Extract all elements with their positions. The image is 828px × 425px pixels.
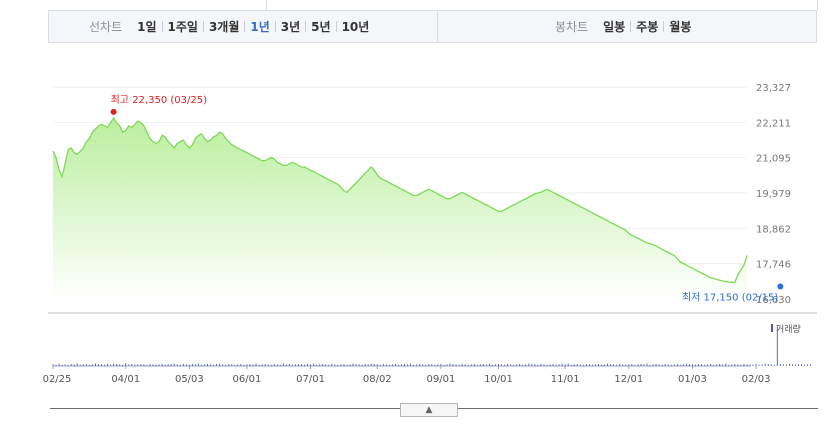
price-area: [53, 117, 747, 300]
chevron-up-icon: ▲: [425, 404, 433, 415]
x-tick-label: 08/02: [363, 374, 392, 385]
tab-separator: [335, 21, 337, 32]
frame-divider: [817, 0, 818, 10]
x-tick-label: 10/01: [484, 374, 513, 385]
max-marker: [110, 108, 117, 115]
x-tick-label: 12/01: [614, 374, 643, 385]
tab-separator: [202, 21, 204, 32]
collapse-chart-button[interactable]: ▲: [400, 403, 458, 417]
tab-line_tabs-3[interactable]: 1년: [250, 20, 270, 34]
period-tab-bar: 선차트 1일 1주일 3개월 1년 3년 5년 10년 봉차트 일봉 주봉 월봉: [48, 10, 817, 43]
tab-separator: [161, 21, 163, 32]
tab-line_tabs-1[interactable]: 1주일: [167, 20, 198, 34]
line-chart-label: 선차트: [89, 20, 123, 34]
x-tick-label: 02/25: [43, 374, 72, 385]
y-tick-label: 19,979: [756, 189, 791, 200]
line-chart-tabs: 선차트 1일 1주일 3개월 1년 3년 5년 10년: [89, 11, 374, 42]
x-tick-label: 05/03: [175, 374, 204, 385]
y-tick-label: 23,327: [756, 83, 791, 94]
min-label: 최저 17,150 (02/15): [682, 292, 778, 304]
candle-chart-tabs: 봉차트 일봉 주봉 월봉: [555, 11, 696, 42]
candle-chart-label: 봉차트: [555, 20, 589, 34]
y-tick-label: 21,095: [756, 154, 791, 165]
y-tick-label: 22,211: [756, 118, 791, 129]
tab-candle_tabs-0[interactable]: 일봉: [603, 20, 626, 34]
min-marker: [777, 283, 784, 290]
x-tick-label: 04/01: [111, 374, 140, 385]
tab-separator: [305, 21, 307, 32]
tab-group-divider: [437, 11, 438, 42]
x-tick-label: 01/03: [678, 374, 707, 385]
max-label: 최고 22,350 (03/25): [111, 94, 207, 106]
tab-line_tabs-0[interactable]: 1일: [137, 20, 157, 34]
x-tick-label: 11/01: [551, 374, 580, 385]
frame-divider: [266, 0, 267, 10]
volume-legend-swatch: [771, 324, 773, 332]
x-tick-label: 07/01: [296, 374, 325, 385]
x-tick-label: 09/01: [426, 374, 455, 385]
volume-legend: 거래량: [776, 323, 801, 335]
y-tick-label: 16,630: [756, 295, 791, 306]
tab-line_tabs-6[interactable]: 10년: [341, 20, 370, 34]
y-tick-label: 18,862: [756, 224, 791, 235]
tab-line_tabs-2[interactable]: 3개월: [208, 20, 240, 34]
top-frame: [0, 0, 828, 10]
stock-price-chart: 23,327 22,211 21,095 19,979 18,862 17,746 16,6…: [43, 83, 817, 385]
tab-separator: [663, 21, 665, 32]
tab-separator: [630, 21, 632, 32]
tab-line_tabs-5[interactable]: 5년: [311, 20, 331, 34]
x-tick-label: 06/01: [233, 374, 262, 385]
price-line: [52, 116, 748, 284]
tab-separator: [244, 21, 246, 32]
tab-line_tabs-4[interactable]: 3년: [280, 20, 301, 34]
x-tick-label: 02/03: [742, 374, 771, 385]
tab-separator: [274, 21, 276, 32]
tab-candle_tabs-1[interactable]: 주봉: [636, 20, 659, 34]
tab-candle_tabs-2[interactable]: 월봉: [669, 20, 692, 34]
y-tick-label: 17,746: [756, 260, 791, 271]
